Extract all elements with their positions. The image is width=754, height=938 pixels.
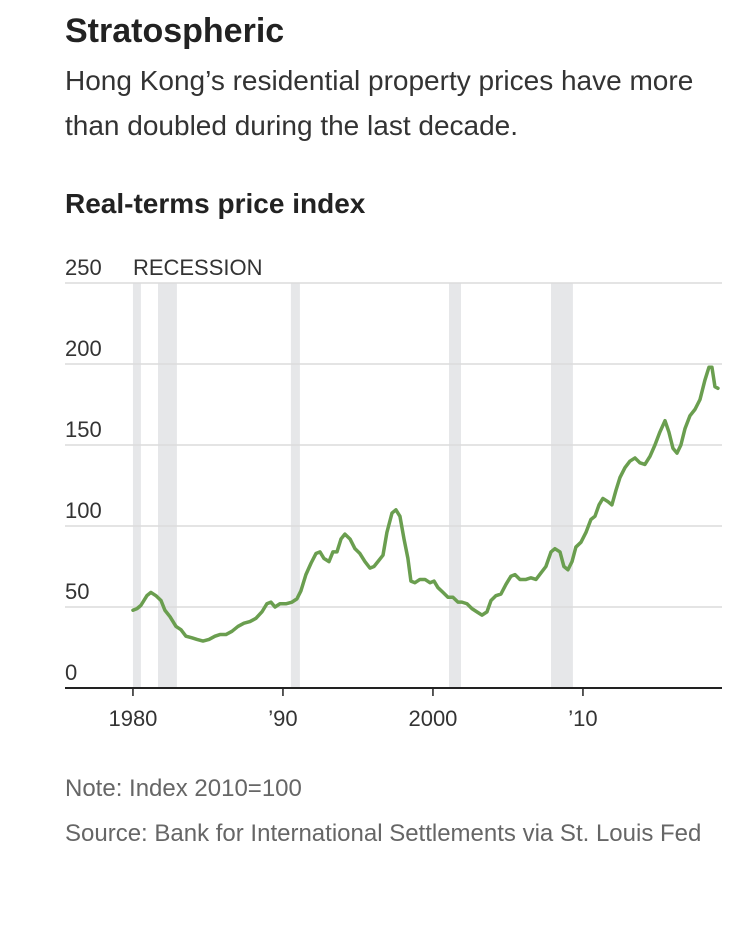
y-tick-label: 250 [65,255,102,280]
y-tick-label: 0 [65,660,77,685]
note: Note: Index 2010=100 [65,775,302,802]
y-tick-label: 100 [65,498,102,523]
source: Source: Bank for International Settlemen… [65,820,702,847]
x-tick-label: 2000 [408,706,457,731]
recession-band [290,283,300,688]
y-axis-title: Real-terms price index [65,188,366,219]
recession-label: RECESSION [133,255,263,280]
y-tick-label: 50 [65,579,89,604]
recession-band [158,283,177,688]
chart-subtitle: Hong Kong’s residential property prices … [65,65,694,141]
x-tick-label: ’10 [568,706,597,731]
recession-band [132,283,141,688]
price-line [131,365,720,643]
x-tick-label: ’90 [268,706,297,731]
y-tick-label: 150 [65,417,102,442]
y-tick-label: 200 [65,336,102,361]
x-tick-label: 1980 [108,706,157,731]
recession-band [449,283,461,688]
recession-band [551,283,573,688]
chart-title: Stratospheric [65,12,285,50]
